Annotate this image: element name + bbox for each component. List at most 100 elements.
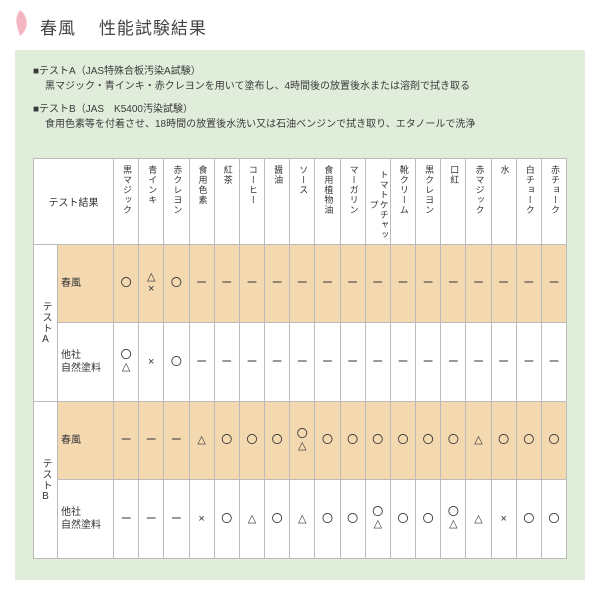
- result-cell: 〇: [164, 323, 189, 401]
- result-cell: △: [466, 402, 491, 479]
- row-label: 春風: [58, 245, 114, 322]
- result-cell: ー: [240, 245, 265, 322]
- result-cell: ー: [215, 245, 240, 322]
- column-header: 紅茶: [215, 159, 240, 244]
- result-cell: ー: [315, 323, 340, 401]
- result-cell: ー: [341, 245, 366, 322]
- result-cell: ー: [290, 323, 315, 401]
- result-cell: ー: [164, 402, 189, 479]
- result-cell: ×: [190, 480, 215, 558]
- result-cell: ー: [517, 245, 542, 322]
- result-cell: 〇: [215, 480, 240, 558]
- column-header: 口紅: [441, 159, 466, 244]
- column-header: 水: [492, 159, 517, 244]
- result-cell: △: [240, 480, 265, 558]
- result-cell: ー: [164, 480, 189, 558]
- result-cell: ー: [190, 323, 215, 401]
- result-cell: 〇: [416, 480, 441, 558]
- results-table: テスト結果黒マジック青インキ赤クレヨン食用色素紅茶コーヒー醤油ソース食用植物油マ…: [33, 158, 567, 559]
- column-header: 靴クリーム: [391, 159, 416, 244]
- result-cell: ー: [265, 245, 290, 322]
- column-header: マーガリン: [341, 159, 366, 244]
- column-header: 赤チョーク: [542, 159, 566, 244]
- result-cell: ー: [466, 323, 491, 401]
- column-header: 食用色素: [190, 159, 215, 244]
- result-cell: △: [290, 480, 315, 558]
- result-cell: 〇△: [114, 323, 139, 401]
- result-cell: △: [190, 402, 215, 479]
- result-cell: 〇: [164, 245, 189, 322]
- note-b-body: 食用色素等を付着させ、18時間の放置後水洗い又は石油ベンジンで拭き取り、エタノー…: [33, 117, 475, 132]
- result-cell: ー: [391, 323, 416, 401]
- result-cell: ー: [416, 245, 441, 322]
- result-cell: 〇: [492, 402, 517, 479]
- result-cell: ー: [542, 323, 566, 401]
- result-cell: ー: [341, 323, 366, 401]
- result-cell: ー: [139, 402, 164, 479]
- note-b-head: ■テストB（JAS K5400汚染試験）: [33, 104, 193, 115]
- column-header: 赤クレヨン: [164, 159, 189, 244]
- column-header: 黒マジック: [114, 159, 139, 244]
- result-cell: △: [466, 480, 491, 558]
- result-cell: 〇: [240, 402, 265, 479]
- result-cell: ー: [265, 323, 290, 401]
- result-cell: 〇: [542, 480, 566, 558]
- result-cell: ー: [416, 323, 441, 401]
- result-cell: 〇: [542, 402, 566, 479]
- column-header: 白チョーク: [517, 159, 542, 244]
- result-cell: 〇: [341, 402, 366, 479]
- header-result-label: テスト結果: [34, 159, 114, 244]
- result-cell: ー: [114, 480, 139, 558]
- result-cell: 〇: [517, 402, 542, 479]
- result-cell: 〇: [391, 402, 416, 479]
- note-a-body: 黒マジック・青インキ・赤クレヨンを用いて塗布し、4時間後の放置後水または溶剤で拭…: [33, 79, 470, 94]
- result-cell: 〇: [366, 402, 391, 479]
- result-cell: 〇: [441, 402, 466, 479]
- result-cell: 〇: [114, 245, 139, 322]
- row-label: 春風: [58, 402, 114, 479]
- result-cell: 〇: [517, 480, 542, 558]
- column-header: コーヒー: [240, 159, 265, 244]
- column-header: 青インキ: [139, 159, 164, 244]
- result-cell: 〇: [315, 480, 340, 558]
- column-header: ソース: [290, 159, 315, 244]
- title-sub: 性能試験結果: [99, 19, 207, 38]
- row-label: 他社自然塗料: [58, 323, 114, 401]
- result-cell: ー: [466, 245, 491, 322]
- result-cell: ー: [492, 245, 517, 322]
- note-a-head: ■テストA（JAS特殊合板汚染A試験）: [33, 66, 201, 77]
- result-cell: ×: [492, 480, 517, 558]
- result-cell: ー: [441, 323, 466, 401]
- result-cell: ー: [240, 323, 265, 401]
- column-header: 赤マジック: [466, 159, 491, 244]
- result-cell: ー: [391, 245, 416, 322]
- result-cell: ×: [139, 323, 164, 401]
- row-label: 他社自然塗料: [58, 480, 114, 558]
- result-cell: 〇: [391, 480, 416, 558]
- result-cell: ー: [190, 245, 215, 322]
- page-title: 春風 性能試験結果: [40, 14, 207, 39]
- result-cell: ー: [215, 323, 240, 401]
- result-cell: 〇△: [441, 480, 466, 558]
- result-cell: 〇: [341, 480, 366, 558]
- result-cell: 〇: [215, 402, 240, 479]
- column-header: トマトケチャップ: [366, 159, 391, 244]
- column-header: 食用植物油: [315, 159, 340, 244]
- column-header: 黒クレヨン: [416, 159, 441, 244]
- result-cell: ー: [114, 402, 139, 479]
- result-cell: ー: [290, 245, 315, 322]
- result-cell: 〇: [265, 402, 290, 479]
- result-cell: 〇: [265, 480, 290, 558]
- result-cell: △×: [139, 245, 164, 322]
- content-panel: ■テストA（JAS特殊合板汚染A試験） 黒マジック・青インキ・赤クレヨンを用いて…: [15, 50, 585, 580]
- result-cell: ー: [542, 245, 566, 322]
- petal-icon: [10, 10, 30, 36]
- result-cell: ー: [441, 245, 466, 322]
- result-cell: 〇△: [366, 480, 391, 558]
- result-cell: 〇△: [290, 402, 315, 479]
- result-cell: ー: [366, 323, 391, 401]
- test-notes: ■テストA（JAS特殊合板汚染A試験） 黒マジック・青インキ・赤クレヨンを用いて…: [15, 50, 585, 150]
- result-cell: ー: [315, 245, 340, 322]
- result-cell: ー: [139, 480, 164, 558]
- result-cell: ー: [492, 323, 517, 401]
